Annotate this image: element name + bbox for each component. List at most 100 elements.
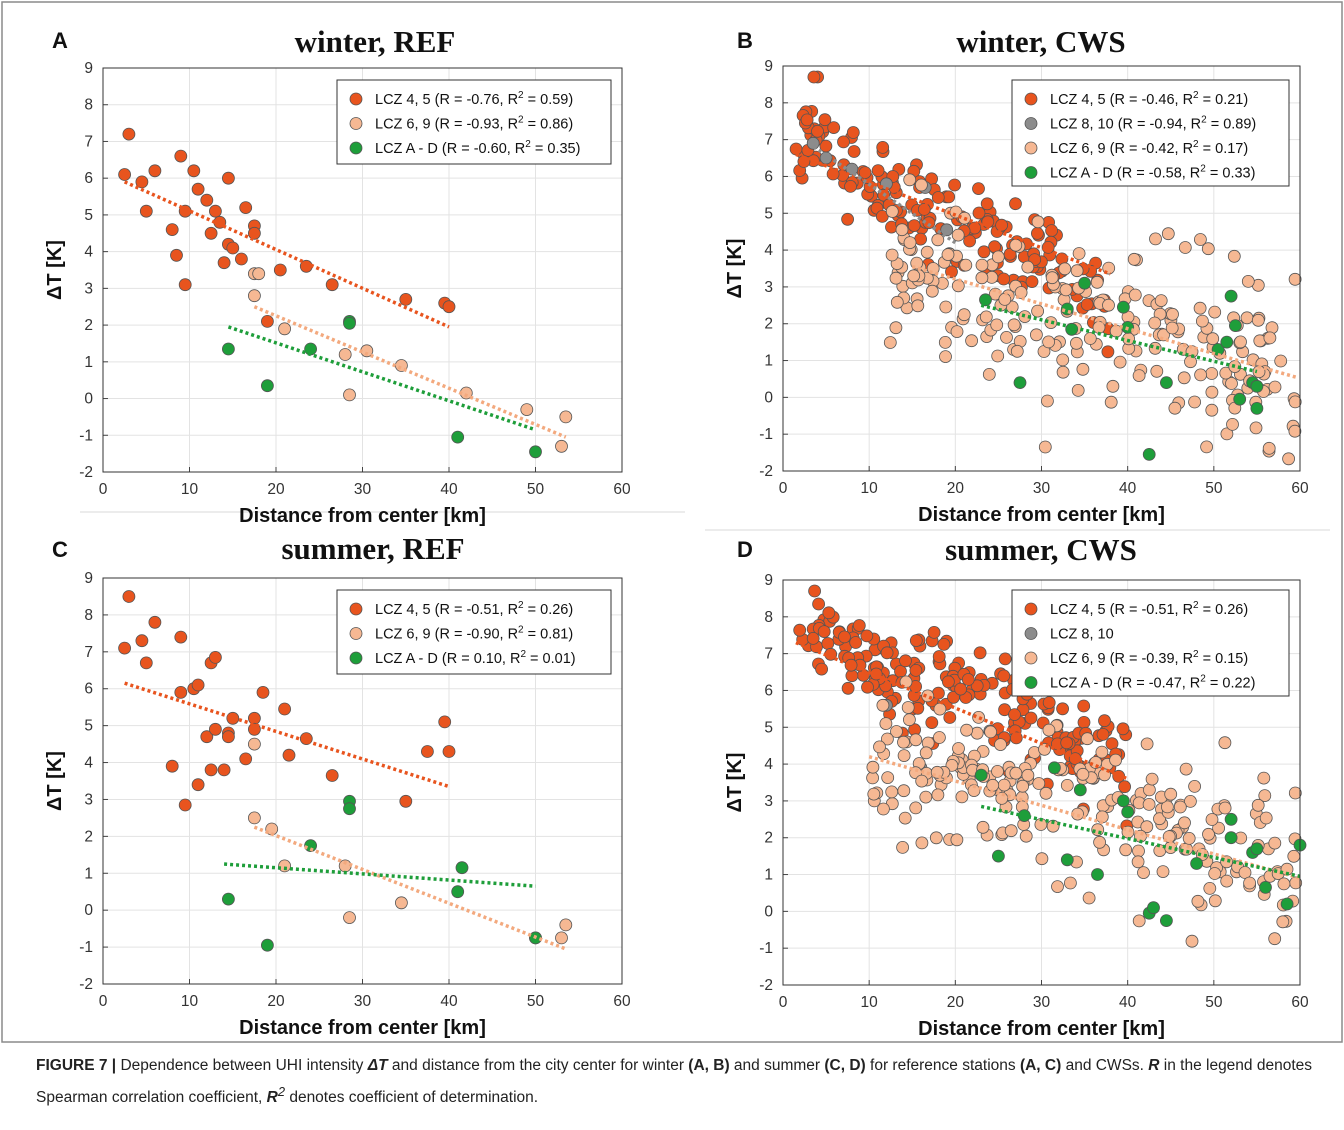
scatter-point <box>861 680 874 694</box>
y-tick-label: 5 <box>764 719 773 736</box>
scatter-point <box>945 265 958 279</box>
scatter-point <box>247 289 261 303</box>
scatter-point <box>793 623 807 637</box>
scatter-point <box>951 228 965 242</box>
scatter-point <box>260 314 274 328</box>
scatter-point <box>919 746 933 760</box>
scatter-point <box>931 191 945 204</box>
legend-entry: LCZ 8, 10 (R = -0.94, R2 = 0.89) <box>1050 115 1256 133</box>
scatter-point <box>960 723 973 737</box>
scatter-point <box>909 664 923 677</box>
legend-marker <box>1024 627 1038 640</box>
chart-title: winter, CWS <box>956 24 1125 59</box>
legend-entry: LCZ A - D (R = -0.60, R2 = 0.35) <box>375 139 580 157</box>
scatter-point <box>1219 366 1233 380</box>
scatter-point <box>529 445 542 459</box>
scatter-point <box>931 788 945 802</box>
legend-text-tail: = 0.86) <box>524 117 574 133</box>
x-tick-label: 30 <box>1033 994 1051 1011</box>
scatter-point <box>442 300 456 314</box>
legend-entry: LCZ 6, 9 (R = -0.93, R2 = 0.86) <box>375 115 573 133</box>
scatter-point <box>991 349 1005 363</box>
legend-text: LCZ A - D (R = -0.58, R <box>1050 166 1200 182</box>
scatter-point <box>1102 298 1115 312</box>
legend-box <box>1011 589 1290 697</box>
legend-sup: 2 <box>1201 115 1207 126</box>
scatter-point <box>1165 321 1179 335</box>
scatter-point <box>1132 844 1145 858</box>
scatter-point <box>812 597 825 611</box>
legend-text-tail: = 0.33) <box>1206 166 1256 182</box>
scatter-point <box>247 811 261 825</box>
scatter-point <box>979 293 992 307</box>
scatter-point <box>975 271 989 285</box>
scatter-point <box>343 802 356 816</box>
scatter-point <box>1113 355 1127 369</box>
legend-entry: LCZ 6, 9 (R = -0.39, R2 = 0.15) <box>1050 649 1248 667</box>
legend-entry: LCZ A - D (R = -0.58, R2 = 0.33) <box>1050 164 1255 182</box>
scatter-point <box>1142 798 1156 811</box>
scatter-point <box>1156 865 1170 878</box>
scatter-point <box>139 656 153 670</box>
scatter-point <box>986 778 1000 792</box>
scatter-point <box>1203 882 1217 895</box>
legend-box <box>336 79 612 165</box>
scatter-point <box>1117 300 1130 314</box>
scatter-point <box>325 278 339 292</box>
scatter-point <box>1160 376 1173 390</box>
scatter-point <box>890 725 903 738</box>
scatter-point <box>1142 447 1156 461</box>
scatter-point <box>1116 722 1130 736</box>
caption-r-symbol: R <box>1148 1057 1160 1074</box>
y-tick-label: 1 <box>84 865 93 882</box>
scatter-point <box>847 145 861 158</box>
scatter-point <box>1090 275 1104 289</box>
scatter-point <box>1249 421 1263 435</box>
scatter-point <box>1013 376 1027 390</box>
scatter-point <box>282 748 296 762</box>
scatter-point <box>1143 783 1156 797</box>
caption-text-5: and CWSs. <box>1061 1057 1149 1074</box>
scatter-point <box>939 350 952 364</box>
y-tick-label: 9 <box>764 58 773 75</box>
scatter-point <box>876 140 890 154</box>
legend-text-tail: = 0.26) <box>524 602 574 618</box>
scatter-point <box>1077 699 1091 713</box>
scatter-point <box>420 745 434 758</box>
scatter-point <box>890 295 904 309</box>
scatter-point <box>972 182 985 196</box>
x-tick-label: 50 <box>527 993 545 1010</box>
scatter-point <box>299 732 313 745</box>
scatter-point <box>968 221 982 235</box>
scatter-point <box>1076 767 1090 781</box>
y-tick-label: 0 <box>764 903 773 920</box>
scatter-point <box>1093 835 1106 849</box>
y-tick-label: 0 <box>84 902 93 919</box>
scatter-point <box>945 759 959 772</box>
scatter-point <box>343 388 356 402</box>
scatter-point <box>952 742 965 755</box>
scatter-point <box>1080 298 1094 311</box>
scatter-point <box>247 226 261 240</box>
trend-line <box>795 152 1112 276</box>
scatter-point <box>1243 876 1256 890</box>
legend-marker <box>349 117 363 130</box>
scatter-point <box>260 379 274 393</box>
y-tick-label: 4 <box>764 242 773 259</box>
scatter-point <box>1234 335 1247 349</box>
scatter-point <box>1233 392 1247 406</box>
scatter-point <box>221 892 235 906</box>
scatter-point <box>1218 801 1232 815</box>
scatter-point <box>1164 787 1178 801</box>
scatter-point <box>1208 867 1222 880</box>
scatter-point <box>1190 857 1203 870</box>
scatter-point <box>873 740 886 754</box>
x-tick-label: 20 <box>267 481 285 498</box>
scatter-point <box>919 790 933 804</box>
scatter-point <box>903 713 916 727</box>
scatter-point <box>278 702 292 716</box>
data-points <box>789 70 1302 466</box>
scatter-point <box>1258 789 1272 802</box>
x-axis-label: Distance from center [km] <box>918 504 1165 526</box>
scatter-point <box>247 711 261 725</box>
